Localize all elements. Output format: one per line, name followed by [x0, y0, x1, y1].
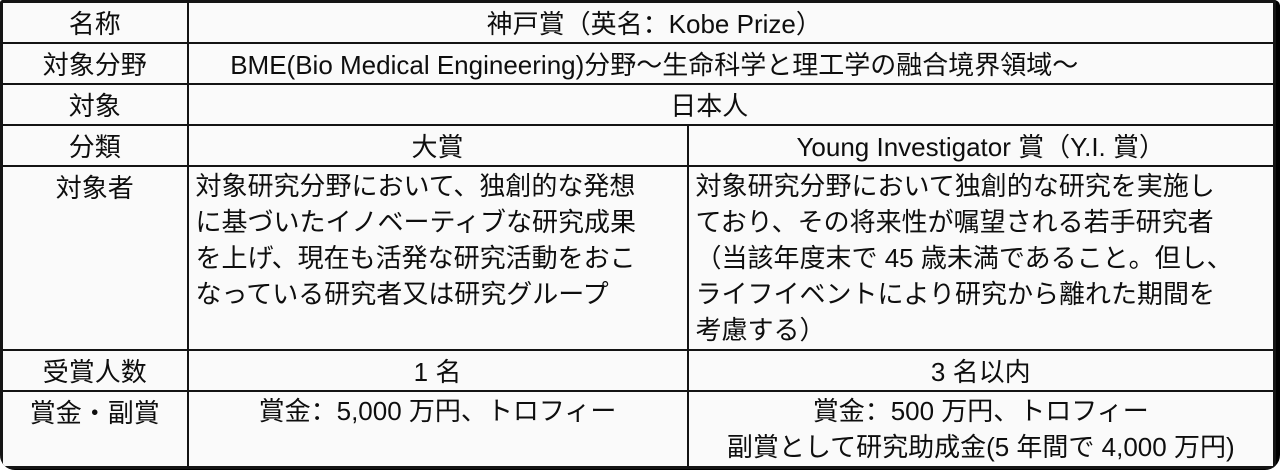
row-recipients: 対象者 対象研究分野において、独創的な発想 に基づいたイノベーティブな研究成果 …: [0, 165, 1276, 351]
row-name: 名称 神戸賞（英名：Kobe Prize）: [0, 0, 1276, 44]
cell-prize-yi: 賞金：500 万円、トロフィー 副賞として研究助成金(5 年間で 4,000 万…: [686, 390, 1276, 469]
cell-prize-name: 神戸賞（英名：Kobe Prize）: [186, 0, 1276, 44]
cell-target-field: BME(Bio Medical Engineering)分野～生命科学と理工学の…: [186, 42, 1276, 85]
row-label-winner-count: 受賞人数: [0, 349, 189, 392]
cell-winners-yi: 3 名以内: [686, 349, 1276, 392]
row-category: 分類 大賞 Young Investigator 賞（Y.I. 賞）: [0, 124, 1276, 167]
cell-category-yi: Young Investigator 賞（Y.I. 賞）: [686, 124, 1276, 167]
cell-prize-grand: 賞金：5,000 万円、トロフィー: [186, 390, 689, 469]
cell-recipients-yi: 対象研究分野において独創的な研究を実施し ており、その将来性が嘱望される若手研究…: [686, 165, 1276, 351]
row-label-prize-money: 賞金・副賞: [0, 390, 189, 469]
cell-recipients-grand: 対象研究分野において、独創的な発想 に基づいたイノベーティブな研究成果 を上げ、…: [186, 165, 689, 351]
cell-winners-grand: 1 名: [186, 349, 689, 392]
row-label-field: 対象分野: [0, 42, 189, 85]
row-target: 対象 日本人: [0, 83, 1276, 126]
cell-category-grand: 大賞: [186, 124, 689, 167]
row-label-name: 名称: [0, 0, 189, 44]
row-winner-count: 受賞人数 1 名 3 名以内: [0, 349, 1276, 392]
row-field: 対象分野 BME(Bio Medical Engineering)分野～生命科学…: [0, 42, 1276, 85]
row-label-category: 分類: [0, 124, 189, 167]
row-label-target: 対象: [0, 83, 189, 126]
row-prize-money: 賞金・副賞 賞金：5,000 万円、トロフィー 賞金：500 万円、トロフィー …: [0, 390, 1276, 469]
row-label-recipients: 対象者: [0, 165, 189, 351]
cell-target: 日本人: [186, 83, 1276, 126]
